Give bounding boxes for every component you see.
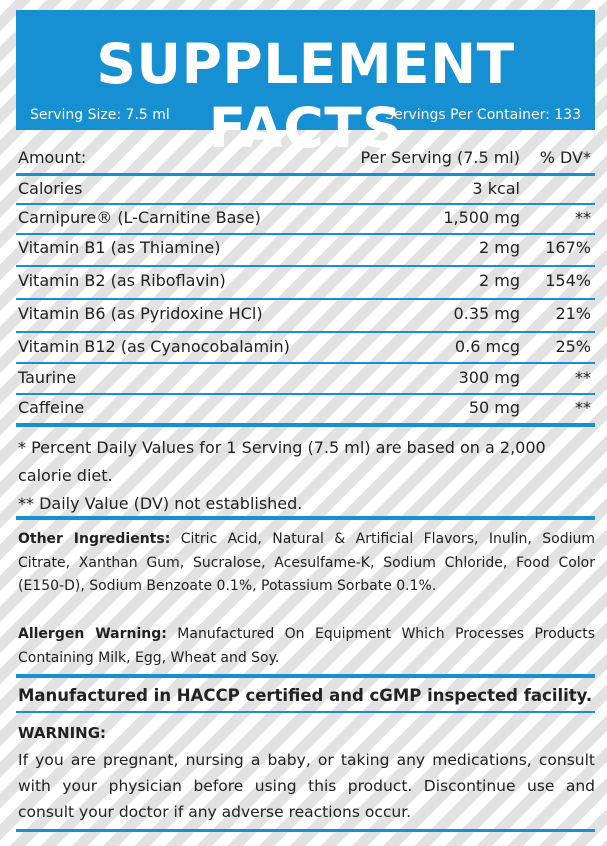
text: Citric Acid, Natural & Artificial Flavor… bbox=[18, 531, 595, 594]
row-label: Calories bbox=[18, 179, 83, 198]
divider bbox=[16, 203, 595, 205]
label: Allergen Warning: bbox=[18, 626, 167, 642]
footnotes: * Percent Daily Values for 1 Serving (7.… bbox=[18, 434, 588, 518]
divider bbox=[16, 233, 595, 235]
row-label: Taurine bbox=[18, 368, 77, 387]
row-label: Carnipure® (L-Carnitine Base) bbox=[18, 208, 261, 227]
divider bbox=[16, 674, 595, 678]
row-label: Amount: bbox=[18, 148, 87, 167]
manufacturing: Manufactured in HACCP certified and cGMP… bbox=[18, 686, 593, 705]
row-label: Vitamin B12 (as Cyanocobalamin) bbox=[18, 337, 290, 356]
footnote: * Percent Daily Values for 1 Serving (7.… bbox=[18, 438, 546, 485]
row-label: Vitamin B2 (as Riboflavin) bbox=[18, 271, 226, 290]
label: Other Ingredients: bbox=[18, 531, 171, 547]
row-dv: 25% bbox=[555, 337, 591, 356]
row-dv: % DV* bbox=[539, 148, 591, 167]
row-amount: Per Serving (7.5 ml) bbox=[360, 148, 520, 167]
row-label: Caffeine bbox=[18, 398, 85, 417]
divider bbox=[16, 331, 595, 333]
divider bbox=[16, 265, 595, 267]
other-ingredients: Other Ingredients: Citric Acid, Natural … bbox=[18, 528, 595, 599]
text: Manufactured On Equipment Which Processe… bbox=[18, 626, 595, 666]
serving-size: Serving Size: 7.5 ml bbox=[30, 107, 170, 123]
divider bbox=[16, 516, 595, 520]
row-dv: ** bbox=[575, 368, 591, 387]
title: SUPPLEMENT FACTS bbox=[96, 32, 515, 160]
row-dv: ** bbox=[575, 398, 591, 417]
row-amount: 1,500 mg bbox=[443, 208, 520, 227]
divider bbox=[16, 393, 595, 395]
divider bbox=[16, 711, 595, 713]
footnote: ** Daily Value (DV) not established. bbox=[18, 494, 303, 513]
row-dv: ** bbox=[575, 208, 591, 227]
row-dv: 154% bbox=[545, 271, 591, 290]
row-amount: 50 mg bbox=[468, 398, 520, 417]
divider bbox=[16, 829, 595, 832]
divider bbox=[16, 362, 595, 364]
row-amount: 0.35 mg bbox=[453, 304, 520, 323]
row-amount: 0.6 mcg bbox=[454, 337, 520, 356]
warning-label: WARNING: bbox=[18, 724, 107, 742]
servings-per-container: Servings Per Container: 133 bbox=[385, 107, 581, 123]
row-amount: 300 mg bbox=[458, 368, 520, 387]
allergen-warning: Allergen Warning: Manufactured On Equipm… bbox=[18, 622, 595, 670]
row-label: Vitamin B6 (as Pyridoxine HCl) bbox=[18, 304, 263, 323]
row-label: Vitamin B1 (as Thiamine) bbox=[18, 238, 221, 257]
row-amount: 2 mg bbox=[478, 238, 520, 257]
divider bbox=[16, 423, 595, 427]
divider bbox=[16, 298, 595, 300]
warning-text: If you are pregnant, nursing a baby, or … bbox=[18, 751, 595, 821]
row-amount: 3 kcal bbox=[472, 179, 520, 198]
divider bbox=[16, 173, 595, 176]
row-amount: 2 mg bbox=[478, 271, 520, 290]
row-dv: 167% bbox=[545, 238, 591, 257]
row-dv: 21% bbox=[555, 304, 591, 323]
header-box: SUPPLEMENT FACTS Serving Size: 7.5 ml Se… bbox=[16, 10, 595, 160]
